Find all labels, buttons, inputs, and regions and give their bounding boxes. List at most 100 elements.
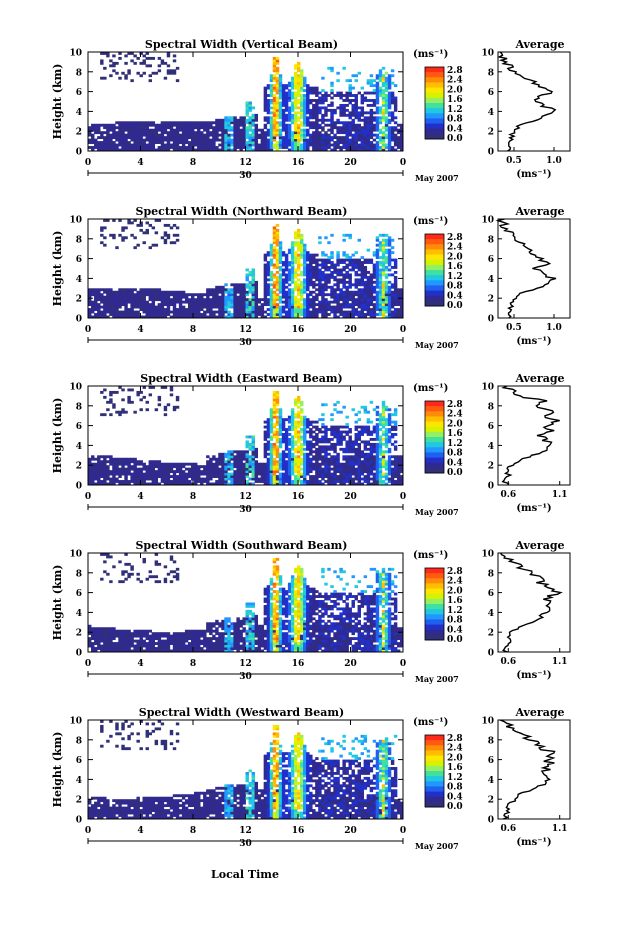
heatmap-cell [151, 465, 156, 469]
heatmap-cell [293, 300, 298, 304]
heatmap-cell [290, 305, 295, 309]
heatmap-cell [130, 143, 134, 147]
heatmap-cell [315, 293, 319, 297]
heatmap-cell [336, 270, 340, 274]
heatmap-cell [239, 283, 243, 287]
heatmap-cell [194, 131, 198, 135]
heatmap-cell [218, 455, 222, 459]
heatmap-cell [309, 423, 313, 427]
heatmap-cell [157, 138, 162, 142]
heatmap-cell [245, 457, 249, 461]
heatmap-cell [263, 437, 268, 441]
heatmap-cell [393, 313, 398, 316]
heatmap-cell [145, 300, 149, 304]
heatmap-cell [100, 313, 104, 316]
heatmap-cell [266, 303, 271, 307]
heatmap-cell [254, 450, 259, 454]
heatmap-cell [309, 253, 313, 257]
heatmap-cell [339, 313, 343, 316]
heatmap-cell [239, 136, 243, 140]
heatmap-cell [324, 288, 328, 292]
heatmap-cell [375, 275, 380, 279]
heatmap-cell [330, 447, 334, 451]
heatmap-cell [284, 275, 289, 279]
heatmap-cell [351, 128, 355, 132]
heatmap-cell [166, 71, 171, 75]
heatmap-cell [106, 146, 110, 149]
heatmap-cell [263, 256, 268, 260]
heatmap-cell [230, 303, 234, 307]
heatmap-cell [363, 131, 368, 135]
heatmap-cell [293, 462, 298, 466]
heatmap-cell [321, 460, 325, 464]
heatmap-cell [315, 263, 319, 267]
heatmap-cell [399, 290, 404, 294]
heatmap-cell [381, 101, 386, 105]
heatmap-cell [142, 128, 146, 132]
heatmap-cell [209, 477, 213, 481]
heatmap-cell [284, 460, 289, 464]
heatmap-cell [121, 315, 125, 319]
heatmap-cell [248, 123, 252, 127]
heatmap-cell [97, 126, 101, 130]
heatmap-cell [275, 258, 280, 262]
heatmap-cell [227, 141, 231, 144]
heatmap-cell [324, 313, 328, 316]
heatmap-cell [284, 475, 289, 478]
heatmap-cell [109, 233, 113, 237]
heatmap-cell [278, 313, 283, 316]
heatmap-cell [287, 418, 292, 422]
heatmap-cell [309, 452, 313, 456]
heatmap-cell [300, 403, 304, 407]
heatmap-cell [218, 477, 222, 481]
heatmap-cell [118, 233, 122, 237]
heatmap-cell [112, 462, 116, 466]
heatmap-cell [306, 108, 310, 112]
heatmap-cell [387, 256, 392, 260]
heatmap-cell [106, 308, 110, 311]
heatmap-cell [269, 123, 274, 127]
heatmap-cell [312, 457, 316, 461]
heatmap-cell [321, 96, 325, 100]
heatmap-cell [387, 74, 392, 78]
heatmap-cell [269, 86, 274, 90]
heatmap-cell [315, 470, 319, 474]
heatmap-cell [266, 99, 271, 102]
heatmap-cell [215, 305, 219, 309]
heatmap-cell [369, 303, 374, 307]
heatmap-cell [278, 460, 283, 464]
heatmap-cell [272, 413, 277, 417]
heatmap-cell [293, 241, 298, 245]
heatmap-cell [136, 131, 140, 135]
heatmap-cell [266, 452, 271, 456]
heatmap-cell [290, 263, 295, 267]
heatmap-cell [287, 415, 292, 419]
heatmap-cell [309, 136, 313, 140]
heatmap-cell [339, 258, 343, 262]
heatmap-cell [254, 148, 259, 152]
heatmap-cell [309, 138, 313, 142]
heatmap-cell [91, 477, 95, 481]
heatmap-cell [306, 285, 310, 289]
heatmap-cell [266, 133, 271, 137]
heatmap-cell [272, 450, 277, 454]
heatmap-cell [130, 472, 134, 476]
heatmap-cell [348, 121, 352, 125]
heatmap-cell [296, 273, 301, 277]
heatmap-cell [318, 455, 322, 459]
heatmap-cell [151, 131, 156, 135]
heatmap-cell [363, 138, 368, 142]
heatmap-cell [324, 261, 328, 264]
heatmap-cell [369, 290, 374, 294]
heatmap-cell [118, 219, 122, 222]
heatmap-cell [281, 84, 286, 88]
heatmap-cell [303, 472, 307, 476]
heatmap-cell [281, 310, 286, 314]
heatmap-cell [236, 450, 240, 454]
heatmap-cell [363, 141, 368, 144]
heatmap-cell [242, 303, 246, 307]
heatmap-cell [327, 437, 331, 441]
heatmap-cell [139, 480, 143, 483]
heatmap-cell [339, 96, 343, 100]
heatmap-cell [366, 121, 371, 125]
